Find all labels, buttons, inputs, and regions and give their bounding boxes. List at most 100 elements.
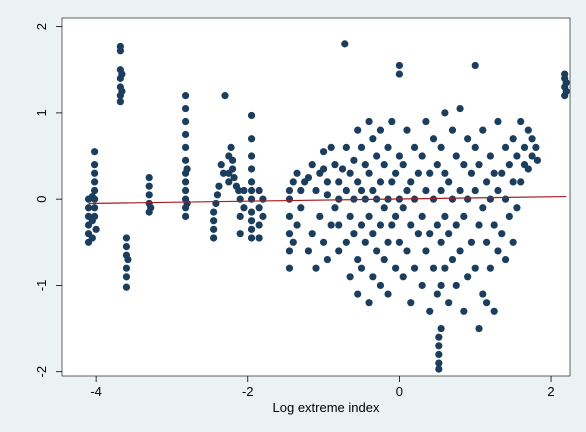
scatter-point	[388, 178, 396, 186]
scatter-point	[91, 204, 99, 212]
scatter-point	[210, 225, 218, 233]
scatter-point	[395, 70, 404, 78]
scatter-point	[380, 255, 388, 264]
scatter-point	[354, 255, 362, 264]
scatter-point	[369, 186, 377, 195]
scatter-point	[435, 333, 443, 341]
scatter-point	[145, 173, 153, 182]
scatter-point	[247, 186, 256, 195]
scatter-point	[354, 126, 362, 134]
y-tick-label: 2	[34, 23, 49, 30]
scatter-point	[471, 143, 479, 151]
scatter-point	[467, 238, 476, 246]
scatter-point	[395, 152, 404, 160]
scatter-point	[331, 204, 339, 212]
scatter-point	[346, 273, 354, 281]
scatter-point	[91, 212, 99, 221]
axis-layer: -4 -2 0 2 -2 -1 0 1 2	[34, 23, 555, 399]
scatter-point	[342, 238, 350, 246]
scatter-point	[399, 161, 407, 169]
scatter-point	[346, 212, 354, 221]
fit-line	[88, 195, 567, 205]
scatter-point	[369, 230, 377, 238]
scatter-point	[316, 212, 324, 221]
scatter-point	[505, 161, 513, 169]
scatter-point	[494, 247, 502, 255]
scatter-point	[448, 126, 457, 134]
scatter-point	[219, 169, 228, 177]
scatter-point	[285, 195, 294, 203]
scatter-point	[437, 143, 445, 151]
x-tick-label: 0	[396, 384, 403, 399]
scatter-point	[452, 281, 460, 290]
scatter-point	[225, 178, 233, 186]
scatter-point	[388, 117, 396, 126]
scatter-point	[228, 156, 237, 164]
scatter-point	[467, 169, 476, 177]
scatter-point	[399, 204, 407, 212]
scatter-point	[498, 230, 506, 238]
scatter-point	[319, 165, 328, 173]
scatter-point	[403, 126, 411, 134]
scatter-point	[230, 173, 238, 182]
x-tick-label: -2	[242, 384, 254, 399]
scatter-point	[490, 307, 498, 315]
scatter-point	[255, 204, 263, 212]
scatter-point	[357, 186, 366, 195]
scatter-point	[505, 212, 513, 221]
scatter-point	[210, 217, 218, 225]
scatter-point	[494, 117, 502, 126]
scatter-point	[388, 221, 396, 229]
scatter-point	[509, 238, 517, 246]
scatter-point	[464, 273, 472, 281]
scatter-point	[342, 143, 350, 151]
scatter-point	[520, 143, 529, 151]
scatter-point	[116, 98, 124, 106]
scatter-point	[255, 221, 263, 229]
scatter-point	[247, 178, 256, 186]
scatter-point	[410, 143, 419, 151]
scatter-point	[479, 204, 487, 212]
scatter-point	[293, 169, 301, 177]
scatter-point	[392, 264, 400, 272]
scatter-point	[236, 212, 244, 221]
scatter-point	[482, 299, 491, 307]
scatter-point	[91, 169, 99, 177]
scatter-point	[350, 156, 358, 164]
scatter-point	[365, 169, 373, 177]
scatter-point	[236, 230, 244, 238]
scatter-point	[297, 204, 305, 212]
scatter-point	[181, 143, 190, 151]
scatter-point	[91, 195, 99, 203]
scatter-point	[475, 221, 483, 229]
scatter-point	[289, 238, 297, 246]
scatter-point	[426, 230, 434, 238]
scatter-point	[247, 135, 256, 143]
scatter-point	[376, 221, 385, 229]
scatter-point	[509, 135, 517, 143]
scatter-point	[247, 225, 256, 233]
scatter-point	[92, 225, 100, 233]
scatter-point	[304, 173, 313, 182]
scatter-point	[380, 161, 388, 169]
scatter-point	[471, 61, 479, 70]
scatter-point	[437, 281, 445, 290]
scatter-point	[210, 234, 218, 242]
scatter-point	[441, 109, 449, 117]
scatter-point	[441, 169, 449, 177]
scatter-point	[395, 61, 404, 70]
scatter-point	[338, 165, 347, 173]
scatter-point	[341, 40, 349, 48]
scatter-point	[384, 143, 392, 151]
scatter-point	[91, 178, 99, 186]
scatter-point	[354, 178, 362, 186]
scatter-point	[285, 264, 294, 272]
scatter-point	[433, 290, 441, 298]
scatter-point	[445, 230, 453, 238]
scatter-point	[407, 221, 415, 229]
scatter-point	[475, 324, 483, 333]
scatter-point	[335, 178, 343, 186]
scatter-point	[259, 212, 267, 221]
scatter-point	[335, 221, 343, 229]
scatter-point	[418, 152, 426, 160]
